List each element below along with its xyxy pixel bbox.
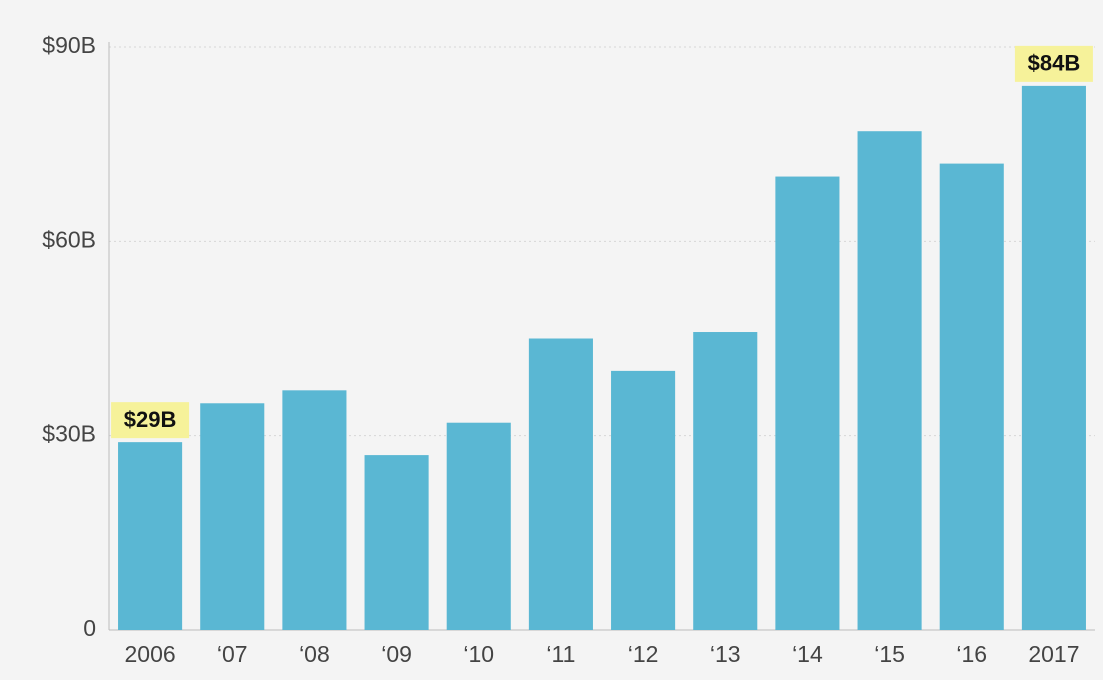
x-tick-label: ‘11 bbox=[546, 641, 575, 667]
value-label: $29B bbox=[124, 407, 177, 432]
x-tick-label: 2006 bbox=[124, 641, 175, 667]
bar bbox=[282, 390, 347, 630]
x-tick-label: ‘08 bbox=[299, 641, 330, 667]
bar bbox=[528, 338, 593, 630]
bar bbox=[446, 422, 511, 630]
x-tick-label: ‘14 bbox=[792, 641, 823, 667]
x-tick-label: ‘12 bbox=[628, 641, 659, 667]
x-tick-label: ‘13 bbox=[710, 641, 741, 667]
x-tick-label: ‘15 bbox=[874, 641, 905, 667]
bar bbox=[1021, 85, 1086, 630]
x-tick-label: ‘10 bbox=[463, 641, 494, 667]
value-label-background bbox=[111, 402, 190, 439]
bar bbox=[364, 455, 429, 630]
bar bbox=[200, 403, 265, 630]
bar bbox=[693, 332, 758, 630]
y-tick-label: $60B bbox=[42, 226, 96, 252]
bar bbox=[775, 176, 840, 631]
x-tick-label: ‘09 bbox=[381, 641, 412, 667]
bar bbox=[857, 131, 922, 630]
value-label: $84B bbox=[1028, 51, 1081, 76]
y-tick-label: $30B bbox=[42, 421, 96, 447]
bar bbox=[118, 442, 183, 630]
x-tick-label: ‘16 bbox=[956, 641, 987, 667]
bar bbox=[939, 163, 1004, 630]
y-tick-label: $90B bbox=[42, 32, 96, 58]
value-label-background bbox=[1014, 45, 1093, 82]
x-tick-label: 2017 bbox=[1028, 641, 1079, 667]
x-tick-label: ‘07 bbox=[217, 641, 248, 667]
bar bbox=[611, 370, 676, 630]
y-tick-label: 0 bbox=[83, 615, 96, 641]
